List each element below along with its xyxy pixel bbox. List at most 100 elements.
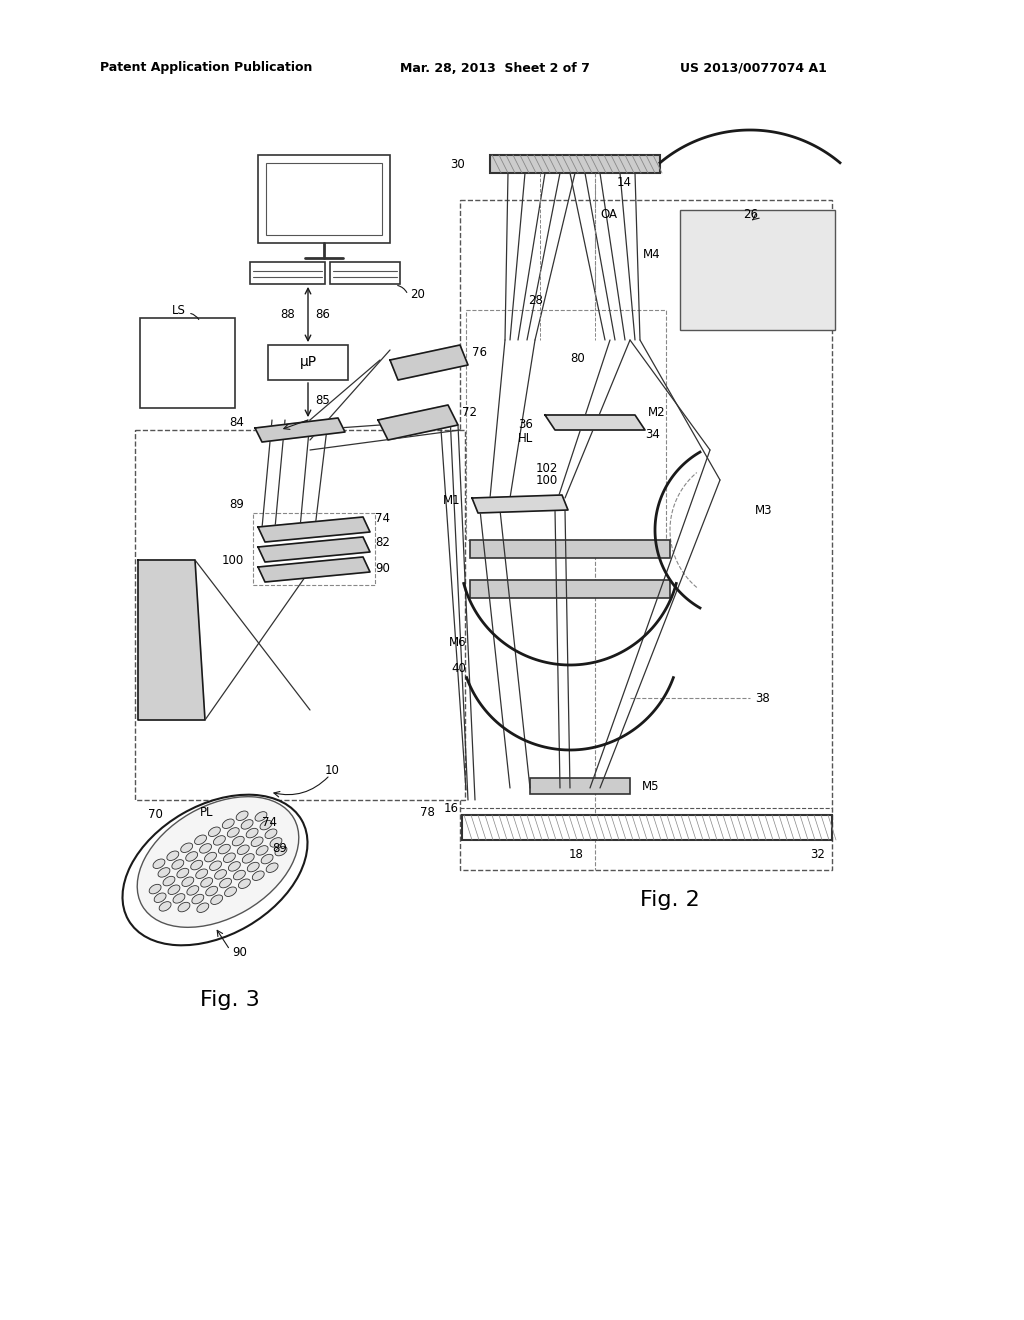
Bar [470, 579, 670, 598]
Ellipse shape [228, 862, 241, 871]
Text: M2: M2 [648, 405, 666, 418]
Ellipse shape [167, 851, 179, 861]
Ellipse shape [270, 838, 282, 847]
Ellipse shape [211, 895, 222, 904]
Ellipse shape [219, 878, 231, 888]
Ellipse shape [123, 795, 307, 945]
Text: 20: 20 [410, 289, 425, 301]
Text: 40: 40 [452, 661, 466, 675]
Ellipse shape [195, 836, 207, 845]
Text: Fig. 3: Fig. 3 [200, 990, 260, 1010]
Polygon shape [378, 405, 458, 440]
Polygon shape [258, 557, 370, 582]
Ellipse shape [224, 887, 237, 896]
Text: 100: 100 [222, 553, 244, 566]
Polygon shape [472, 495, 568, 513]
Ellipse shape [201, 878, 213, 887]
Text: HL: HL [518, 432, 534, 445]
Polygon shape [258, 537, 370, 562]
Text: 34: 34 [645, 429, 659, 441]
Text: 84: 84 [229, 417, 244, 429]
Bar [530, 777, 630, 795]
Text: 86: 86 [315, 309, 330, 322]
Text: 36: 36 [518, 418, 534, 432]
Ellipse shape [200, 843, 212, 853]
Text: 89: 89 [229, 499, 244, 511]
Bar [330, 261, 400, 284]
Bar [268, 345, 348, 380]
Text: 10: 10 [325, 763, 340, 776]
Ellipse shape [172, 859, 183, 869]
Text: 90: 90 [375, 561, 390, 574]
Ellipse shape [241, 820, 253, 829]
Ellipse shape [206, 886, 218, 896]
Text: 76: 76 [472, 346, 487, 359]
Text: Mar. 28, 2013  Sheet 2 of 7: Mar. 28, 2013 Sheet 2 of 7 [400, 62, 590, 74]
Bar [253, 513, 375, 585]
Ellipse shape [158, 867, 170, 878]
Text: 80: 80 [570, 351, 585, 364]
Ellipse shape [185, 851, 198, 861]
Ellipse shape [260, 820, 272, 830]
Text: 72: 72 [462, 405, 477, 418]
Bar [250, 261, 325, 284]
Text: 26: 26 [743, 209, 758, 222]
Ellipse shape [159, 902, 171, 911]
Text: M3: M3 [755, 503, 772, 516]
Text: M4: M4 [642, 248, 660, 261]
Polygon shape [255, 418, 345, 442]
Ellipse shape [155, 894, 166, 903]
Text: 16: 16 [444, 801, 459, 814]
Text: M1: M1 [442, 494, 460, 507]
Ellipse shape [232, 837, 244, 846]
Bar [490, 154, 660, 173]
Text: 78: 78 [420, 807, 435, 820]
Ellipse shape [173, 894, 185, 903]
Bar [462, 814, 831, 840]
Bar [135, 430, 465, 800]
Ellipse shape [251, 837, 263, 846]
Bar [140, 318, 234, 408]
Ellipse shape [153, 859, 165, 869]
Text: M5: M5 [642, 780, 659, 792]
Text: 38: 38 [755, 692, 770, 705]
Polygon shape [545, 414, 645, 430]
Text: 88: 88 [281, 309, 295, 322]
Text: 85: 85 [315, 393, 330, 407]
Text: OA: OA [600, 209, 617, 222]
Ellipse shape [239, 879, 250, 888]
Ellipse shape [137, 797, 299, 928]
Ellipse shape [233, 870, 246, 880]
Ellipse shape [190, 861, 203, 870]
Text: 102: 102 [536, 462, 558, 474]
Ellipse shape [223, 853, 236, 862]
Ellipse shape [209, 828, 220, 837]
Text: 70: 70 [148, 808, 163, 821]
Ellipse shape [150, 884, 161, 894]
Ellipse shape [215, 870, 226, 879]
Ellipse shape [246, 829, 258, 838]
Ellipse shape [243, 854, 254, 863]
Text: 14: 14 [617, 176, 632, 189]
Ellipse shape [182, 876, 194, 887]
Ellipse shape [177, 869, 188, 878]
Text: 30: 30 [451, 158, 465, 172]
Bar [460, 201, 831, 870]
Ellipse shape [255, 812, 267, 821]
Ellipse shape [256, 846, 268, 855]
Text: US 2013/0077074 A1: US 2013/0077074 A1 [680, 62, 826, 74]
Ellipse shape [238, 845, 249, 854]
Ellipse shape [237, 810, 248, 821]
Ellipse shape [218, 845, 230, 854]
Bar [258, 154, 390, 243]
Bar [470, 540, 670, 558]
Ellipse shape [213, 836, 225, 845]
Polygon shape [258, 517, 370, 543]
Text: PL: PL [200, 807, 213, 820]
Ellipse shape [261, 854, 273, 863]
Ellipse shape [265, 829, 276, 838]
Ellipse shape [227, 828, 240, 837]
Ellipse shape [266, 863, 279, 873]
Text: 74: 74 [375, 511, 390, 524]
Ellipse shape [247, 862, 259, 871]
